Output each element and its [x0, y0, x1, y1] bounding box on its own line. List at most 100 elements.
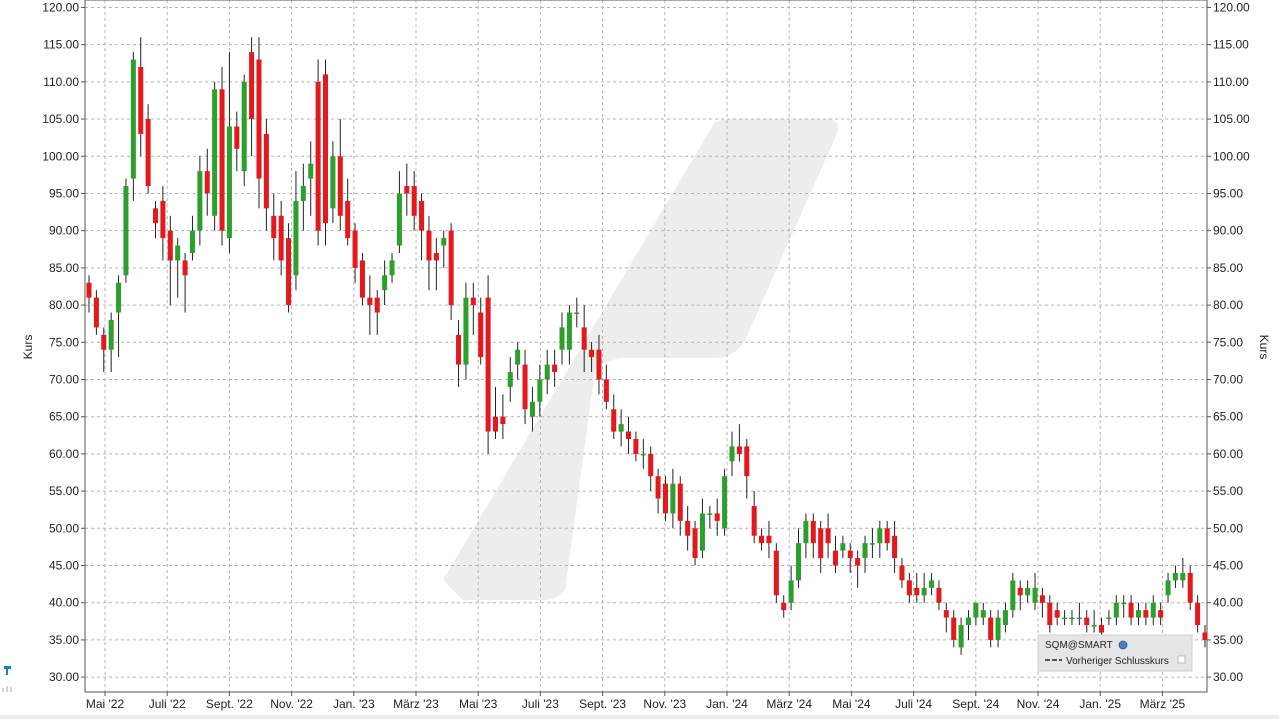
candle-body [640, 453, 646, 456]
candle [448, 223, 454, 320]
candle-body [256, 59, 262, 179]
candle-body [662, 483, 668, 514]
candle [714, 498, 720, 536]
candle [433, 238, 439, 291]
candle-body [212, 89, 218, 216]
y-tick-label-right: 75.00 [1213, 335, 1243, 349]
pan-tool-icon[interactable] [2, 666, 12, 692]
candle-body [411, 186, 417, 216]
y-axis-label-left: Kurs [21, 335, 35, 360]
x-tick-label: Juli '24 [895, 697, 932, 711]
candle [116, 275, 122, 358]
x-tick-label: Sept. '23 [579, 697, 626, 711]
candle-body [862, 543, 868, 559]
legend-checkbox[interactable] [1177, 655, 1186, 664]
candle-body [707, 513, 713, 515]
candle-body [1195, 602, 1201, 626]
candle [1032, 572, 1038, 611]
candle [537, 364, 543, 417]
candle [988, 610, 994, 648]
y-tick-label-left: 55.00 [49, 484, 79, 498]
candlestick-series [86, 37, 1208, 655]
candle-body [189, 230, 195, 253]
candle [943, 602, 949, 633]
candle-body [699, 513, 705, 551]
candle [884, 520, 890, 551]
candle [544, 349, 550, 395]
candle-body [1143, 610, 1149, 618]
candle [108, 312, 114, 373]
candle-body [655, 476, 661, 499]
candle-body [167, 230, 173, 261]
candle [677, 476, 683, 536]
candle-body [1180, 572, 1186, 581]
candle-body [537, 379, 543, 402]
candle [93, 290, 99, 335]
candle-body [544, 364, 550, 380]
candle [1143, 602, 1149, 626]
candle [825, 513, 831, 559]
candle [559, 312, 565, 365]
candle [1069, 610, 1075, 626]
x-tick-label: März '24 [766, 697, 812, 711]
candle-body [929, 580, 935, 588]
candle-body [160, 200, 166, 239]
candle-body [611, 409, 617, 432]
candle-body [722, 476, 728, 529]
candle-body [500, 416, 506, 425]
candle [1202, 625, 1208, 648]
candle [892, 520, 898, 573]
x-tick-label: Jan. '24 [706, 697, 748, 711]
candle-body [810, 520, 816, 544]
candle [980, 602, 986, 626]
candle-body [1069, 617, 1075, 620]
candle [1158, 602, 1164, 626]
candle-body [1025, 587, 1031, 596]
y-tick-label-left: 75.00 [49, 335, 79, 349]
candle-body [197, 171, 203, 231]
candle [515, 342, 521, 380]
candle-body [729, 446, 735, 462]
grid-lines [85, 0, 1207, 692]
candle-body [1158, 610, 1164, 618]
candle [847, 543, 853, 573]
candle [951, 610, 957, 648]
candle-body [492, 416, 499, 432]
candle-body [1017, 587, 1023, 596]
y-tick-label-left: 90.00 [49, 224, 79, 238]
y-tick-label-right: 55.00 [1213, 484, 1243, 498]
candle [640, 439, 646, 469]
candle [189, 215, 195, 261]
candle [958, 617, 964, 655]
candle-body [249, 52, 255, 120]
candle [633, 431, 639, 462]
bottom-scroll-strip[interactable] [0, 715, 1279, 719]
x-tick-label: Sept. '22 [206, 697, 253, 711]
candle-body [345, 200, 351, 239]
candle-body [626, 431, 632, 440]
candle [818, 520, 824, 573]
y-tick-label-right: 85.00 [1213, 261, 1243, 275]
candle-body [1002, 610, 1008, 626]
candle [226, 52, 232, 253]
x-tick-label: Nov. '23 [643, 697, 686, 711]
x-tick-label: Nov. '22 [270, 697, 313, 711]
candle-body [855, 558, 861, 566]
candle [1017, 580, 1023, 611]
candle-body [86, 282, 92, 298]
candle [626, 416, 632, 454]
candle [426, 215, 432, 291]
candle [293, 171, 299, 291]
candle-body [404, 186, 410, 194]
candle [759, 528, 765, 551]
globe-icon[interactable] [1118, 640, 1128, 650]
y-tick-label-right: 120.00 [1213, 0, 1250, 14]
y-tick-label-left: 40.00 [49, 596, 79, 610]
candle [699, 498, 705, 559]
candle [707, 505, 713, 529]
candle [781, 595, 787, 618]
y-tick-label-right: 95.00 [1213, 186, 1243, 200]
candle-body [286, 238, 292, 306]
candle-body [906, 580, 912, 596]
candle [175, 238, 181, 298]
